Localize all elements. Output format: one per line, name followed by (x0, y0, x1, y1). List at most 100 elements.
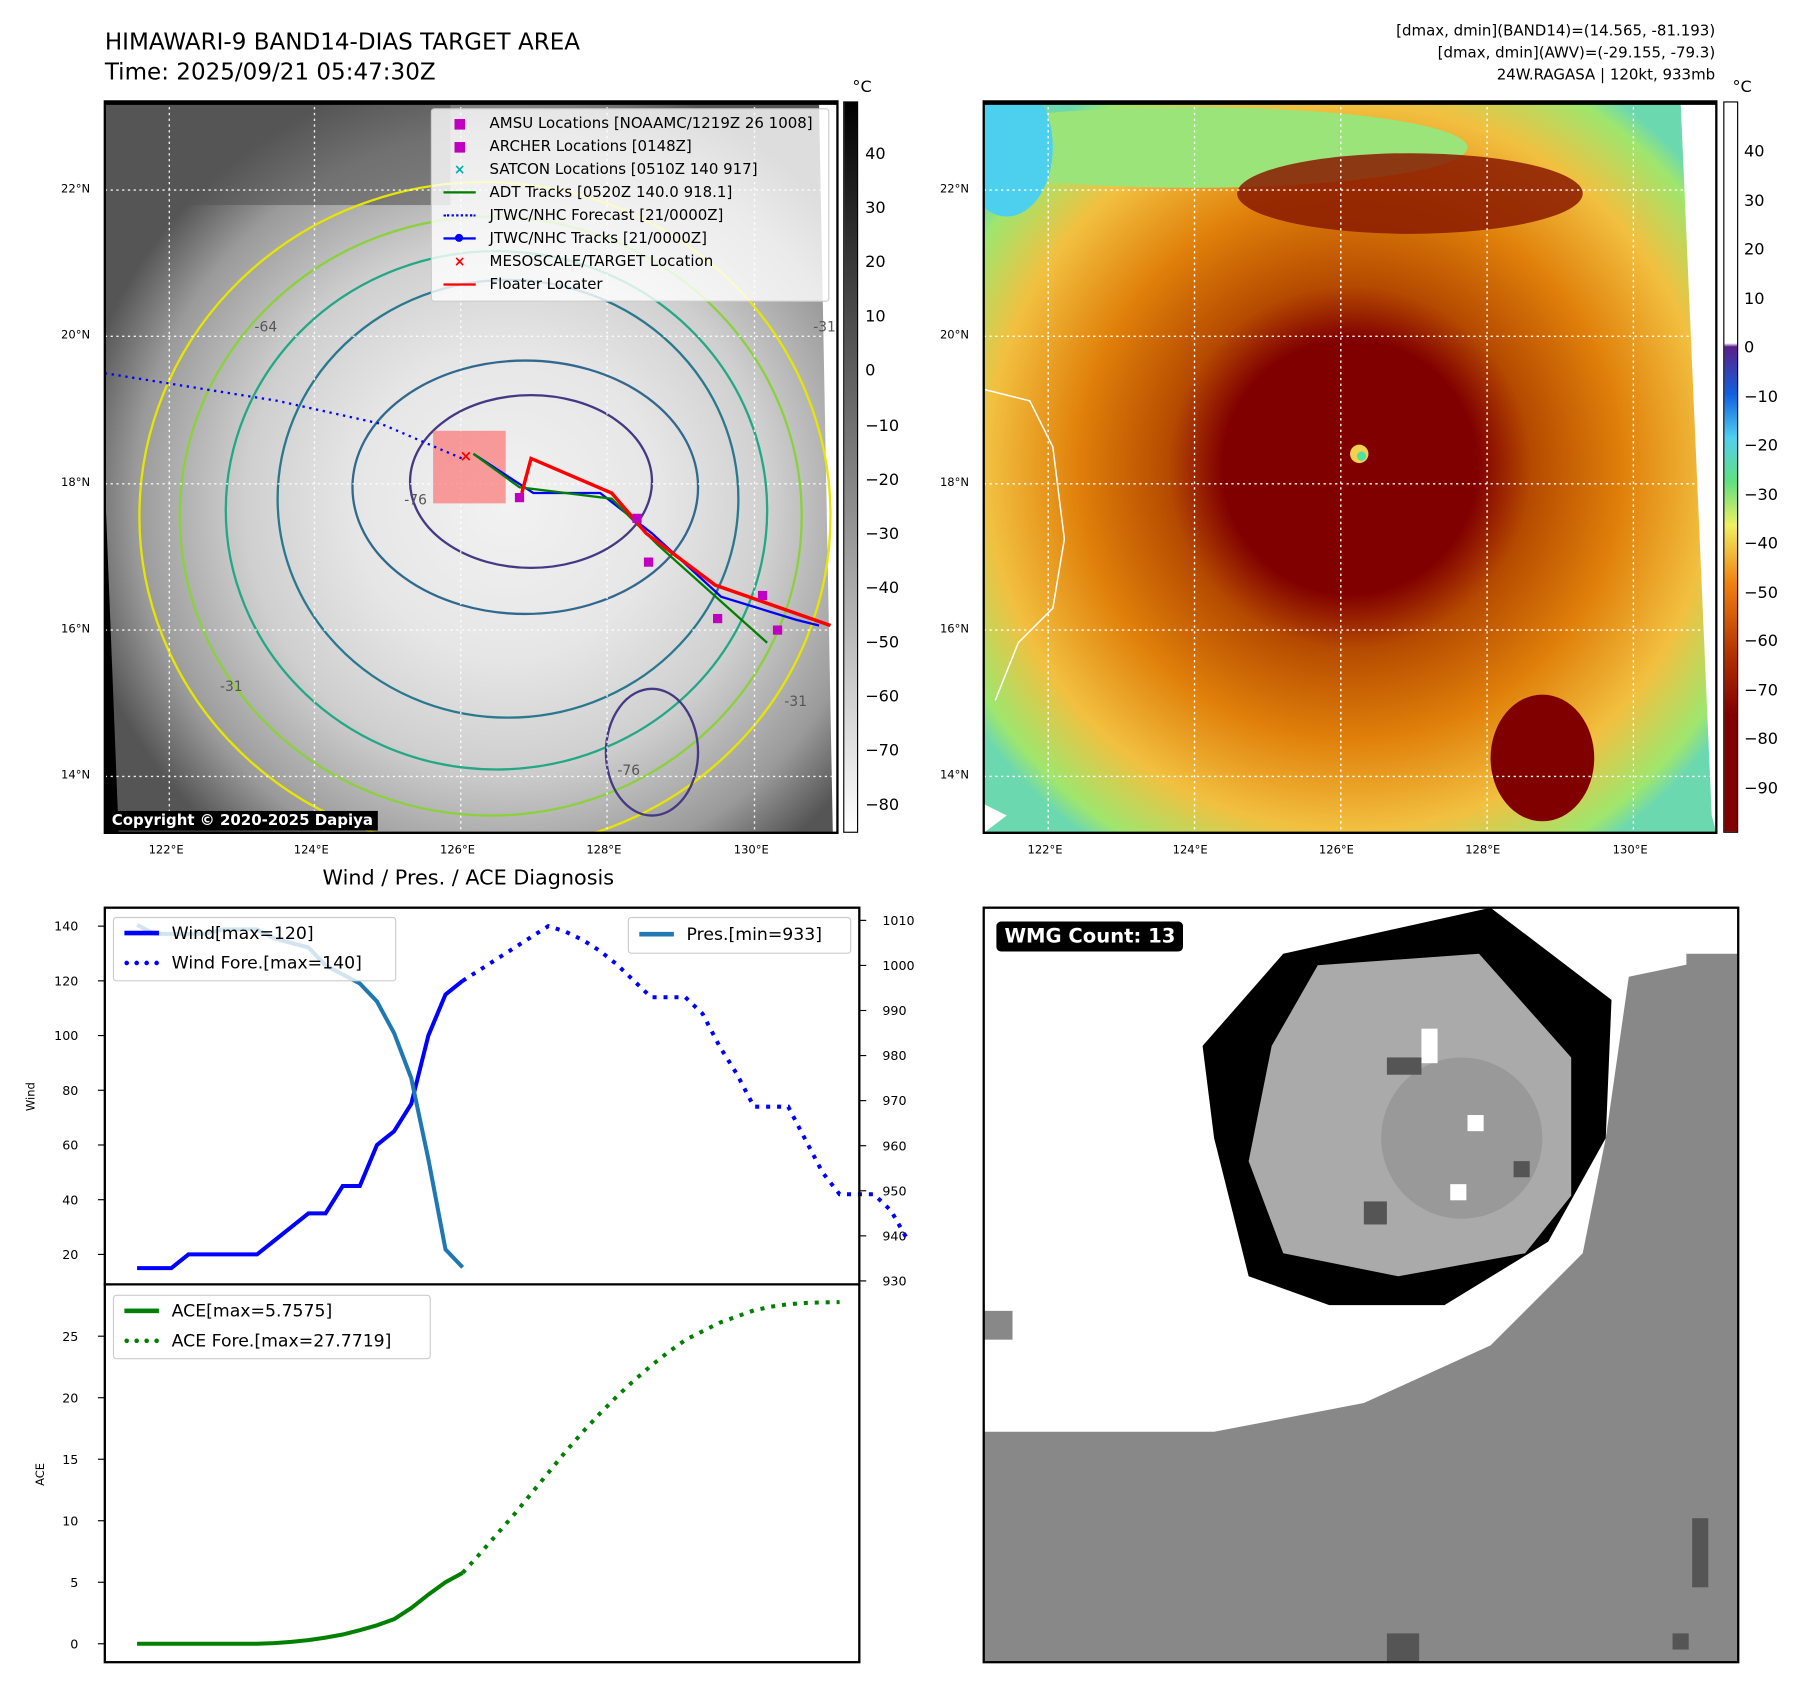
left-colorbar-tick: −60 (865, 687, 900, 707)
left-colorbar-tick: −70 (865, 741, 900, 761)
right-colorbar-tick: −70 (1743, 681, 1779, 700)
right-colorbar-unit: °C (1732, 78, 1752, 97)
line-dot-icon (439, 233, 480, 242)
lon-tick-label: 124°E (293, 844, 329, 858)
legend-floater: Floater Locater (432, 273, 828, 296)
diagnosis-chart: 1401201008060402010101000990980970960950… (24, 913, 915, 1651)
pressure-tick-label: 930 (882, 1274, 906, 1289)
ace-tick-label: 25 (62, 1329, 78, 1344)
lat-tick-label: 16°N (939, 623, 969, 636)
x-marker-icon: × (453, 253, 466, 270)
wind-tick-label: 80 (62, 1083, 78, 1098)
right-colorbar-tick: 0 (1743, 338, 1755, 358)
legend-jtwc-tracks: JTWC/NHC Tracks [21/0000Z] (432, 227, 828, 250)
right-colorbar-tick: 10 (1743, 289, 1765, 309)
dotted-line-icon (121, 960, 162, 966)
ace-axis-label: ACE (33, 1463, 47, 1486)
lat-tick-label: 22°N (61, 183, 91, 196)
wind-tick-label: 40 (62, 1192, 78, 1207)
right-colorbar-tick: 30 (1743, 191, 1765, 211)
right-colorbar-tick: −50 (1743, 583, 1779, 602)
lon-tick-label: 122°E (148, 844, 184, 858)
right-colorbar-tick: −20 (1743, 436, 1779, 456)
svg-text:-31: -31 (813, 320, 836, 336)
lon-tick-label: 130°E (1612, 844, 1648, 858)
pressure-legend: Pres.[min=933] (627, 916, 852, 954)
left-colorbar-tick: −50 (865, 633, 900, 652)
legend-satcon: × SATCON Locations [0510Z 140 917] (432, 158, 828, 181)
band14-stats: [dmax, dmin](BAND14)=(14.565, -81.193) (1396, 23, 1716, 41)
wind-tick-label: 140 (54, 919, 78, 934)
lat-tick-label: 16°N (61, 623, 91, 636)
right-colorbar-tick: 40 (1743, 142, 1765, 162)
storm-info: 24W.RAGASA | 120kt, 933mb (1496, 66, 1716, 85)
floater-track (520, 456, 832, 628)
amsu-markers (514, 493, 783, 635)
legend-archer: ■ ARCHER Locations [0148Z] (432, 135, 828, 158)
svg-text:-64: -64 (255, 320, 278, 336)
left-colorbar-unit: °C (852, 78, 872, 97)
chart-title: Wind / Pres. / ACE Diagnosis (322, 866, 615, 891)
left-colorbar-tick: 20 (865, 253, 886, 273)
contour-labels: -64 -76 -76 -31 -31 -31 (220, 320, 836, 779)
pressure-tick-label: 970 (882, 1093, 906, 1108)
right-colorbar-tick: −80 (1743, 730, 1779, 749)
svg-text:-31: -31 (220, 679, 243, 695)
figure-title: HIMAWARI-9 BAND14-DIAS TARGET AREA (104, 27, 581, 56)
lat-tick-label: 20°N (939, 329, 969, 343)
solid-line-icon (121, 930, 162, 936)
awv-stats: [dmax, dmin](AWV)=(-29.155, -79.3) (1437, 44, 1716, 63)
left-colorbar-tick: −20 (865, 470, 900, 490)
solid-line-icon (121, 1308, 162, 1314)
right-colorbar-tick: −30 (1743, 485, 1779, 504)
right-colorbar-tick: −90 (1743, 779, 1779, 798)
legend-jtwc-forecast: JTWC/NHC Forecast [21/0000Z] (432, 204, 828, 227)
left-colorbar-tick: −80 (865, 796, 900, 815)
chart-divider (103, 1283, 861, 1286)
jtwc-forecast-track (104, 372, 463, 460)
right-colorbar-tick: −10 (1743, 387, 1779, 407)
dotted-line-icon (439, 214, 480, 217)
dotted-line-icon (121, 1338, 162, 1344)
lat-tick-label: 20°N (61, 329, 91, 343)
ace-legend: ACE[max=5.7575] ACE Fore.[max=27.7719] (112, 1294, 431, 1360)
legend-mesoscale: × MESOSCALE/TARGET Location (432, 250, 828, 273)
wmg-frame (982, 906, 1740, 1664)
lat-tick-label: 18°N (61, 476, 91, 490)
right-colorbar-tick: −60 (1743, 632, 1779, 651)
pressure-tick-label: 1010 (882, 913, 914, 928)
wind-tick-label: 100 (54, 1028, 78, 1043)
wind-axis-label: Wind (24, 1082, 38, 1111)
left-colorbar-tick: 40 (865, 145, 886, 164)
left-colorbar-tick: −30 (865, 524, 900, 544)
right-colorbar-tick: 20 (1743, 240, 1765, 260)
pressure-tick-label: 950 (882, 1183, 906, 1198)
ace-tick-label: 0 (70, 1636, 78, 1651)
ace-tick-label: 10 (62, 1513, 78, 1528)
lon-tick-label: 130°E (733, 844, 769, 858)
left-colorbar (843, 101, 859, 833)
lon-tick-label: 122°E (1027, 844, 1063, 858)
pressure-tick-label: 940 (882, 1228, 906, 1243)
left-colorbar-tick: 30 (865, 199, 886, 218)
ace-tick-label: 5 (70, 1575, 78, 1590)
ace-line (137, 1571, 464, 1646)
target-x-marker: × (460, 447, 473, 465)
lon-tick-label: 128°E (586, 844, 622, 858)
wmg-panel (983, 907, 1739, 1663)
legend-adt: ADT Tracks [0520Z 140.0 918.1] (432, 181, 828, 204)
lon-tick-label: 126°E (1318, 844, 1354, 858)
lon-tick-label: 128°E (1465, 844, 1501, 858)
wind-line (137, 979, 464, 1271)
ace-tick-label: 15 (62, 1452, 78, 1467)
wind-forecast-line (461, 923, 910, 1242)
solid-line-icon (636, 931, 677, 937)
lon-tick-label: 124°E (1172, 844, 1208, 858)
wind-legend: Wind[max=120] Wind Fore.[max=140] (112, 916, 397, 982)
square-marker-icon: ■ (453, 138, 467, 155)
left-colorbar-tick: −10 (865, 416, 900, 435)
pressure-tick-label: 960 (882, 1138, 906, 1153)
figure-time: Time: 2025/09/21 05:47:30Z (104, 57, 436, 86)
ace-tick-label: 20 (62, 1390, 78, 1405)
